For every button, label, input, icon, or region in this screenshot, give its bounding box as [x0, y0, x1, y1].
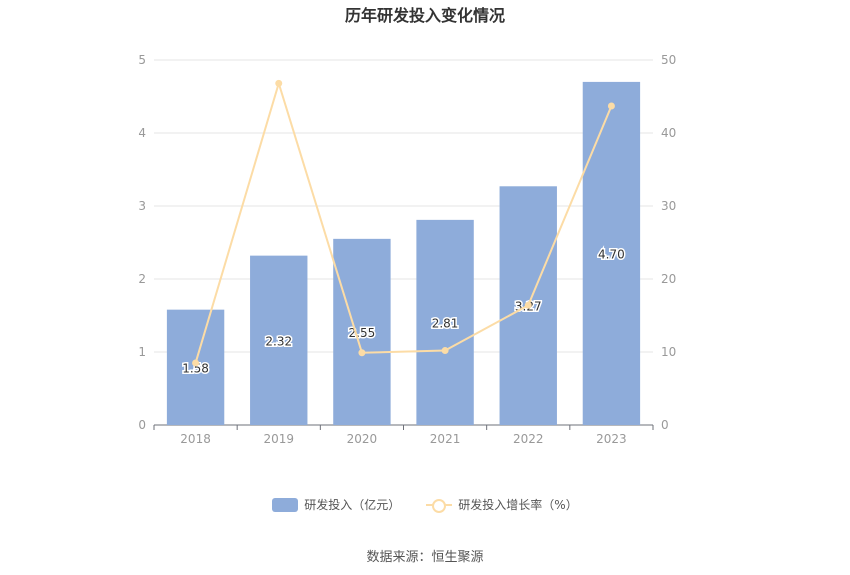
- legend-bar-swatch: [272, 497, 299, 512]
- x-tick-label: 2023: [596, 432, 627, 446]
- legend-label-bar: 研发投入（亿元）: [304, 498, 401, 512]
- x-tick-label: 2018: [180, 432, 211, 446]
- line-point: [607, 102, 615, 110]
- x-tick-label: 2019: [263, 432, 294, 446]
- legend-label-line: 研发投入增长率（%）: [458, 498, 578, 512]
- line-point: [441, 347, 449, 355]
- y-right-tick-label: 10: [661, 345, 676, 359]
- bar-data-label: 2.81: [432, 316, 459, 330]
- bar: [416, 219, 474, 425]
- bar-data-label: 4.70: [598, 247, 625, 261]
- bar: [166, 309, 225, 425]
- y-right-tick-label: 50: [661, 53, 676, 67]
- growth-rate-line: [194, 79, 613, 364]
- bar: [582, 81, 641, 426]
- y-right-tick-label: 0: [661, 418, 669, 432]
- bar-data-label: 2.32: [265, 334, 292, 348]
- bar: [333, 238, 391, 425]
- y-left-tick-label: 2: [138, 272, 146, 286]
- y-right-tick-label: 40: [661, 126, 676, 140]
- x-tick-label: 2021: [430, 432, 461, 446]
- bar-data-label: 1.58: [182, 361, 209, 375]
- x-tick-label: 2022: [513, 432, 544, 446]
- bar: [250, 255, 308, 425]
- x-tick-label: 2020: [347, 432, 378, 446]
- y-right-tick-label: 30: [661, 199, 676, 213]
- legend-line-swatch: [426, 498, 453, 513]
- legend-item-bar[interactable]: 研发投入（亿元）: [272, 496, 400, 513]
- y-left-tick-label: 5: [138, 53, 146, 67]
- chart-legend: 研发投入（亿元） 研发投入增长率（%）: [0, 496, 850, 513]
- y-right-tick-label: 20: [661, 272, 676, 286]
- line-point: [192, 359, 200, 367]
- y-left-tick-label: 4: [138, 126, 146, 140]
- line-point: [275, 79, 283, 87]
- y-left-tick-label: 3: [138, 199, 146, 213]
- bar-data-label: 2.55: [349, 326, 376, 340]
- legend-item-line[interactable]: 研发投入增长率（%）: [426, 496, 578, 513]
- line-point: [524, 301, 532, 309]
- line-point: [358, 349, 366, 357]
- y-left-tick-label: 0: [138, 418, 146, 432]
- chart-title: 历年研发投入变化情况: [344, 6, 505, 25]
- data-source: 数据来源：恒生聚源: [366, 550, 484, 565]
- y-left-tick-label: 1: [138, 345, 146, 359]
